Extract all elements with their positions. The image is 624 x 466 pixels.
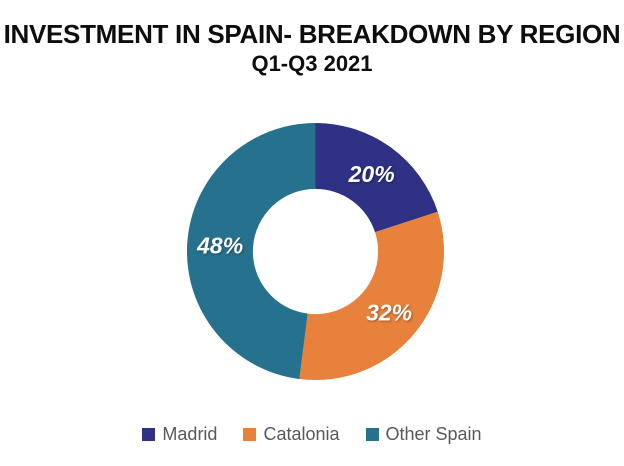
chart-title: INVESTMENT IN SPAIN- BREAKDOWN BY REGION: [3, 19, 621, 49]
legend-swatch: [243, 427, 257, 441]
data-label-madrid: 20%: [348, 161, 395, 187]
slice-madrid: [315, 123, 438, 233]
legend-item-catalonia: Catalonia: [243, 424, 340, 444]
legend-swatch: [365, 427, 379, 441]
slice-other-spain: [187, 123, 316, 379]
donut-chart: 20% 32% 48%: [187, 123, 444, 380]
data-label-catalonia: 32%: [366, 299, 412, 325]
chart-subtitle: Q1-Q3 2021: [251, 51, 373, 76]
legend: Madrid Catalonia Other Spain: [0, 424, 624, 444]
legend-label: Catalonia: [263, 424, 340, 444]
legend-item-madrid: Madrid: [142, 424, 217, 444]
legend-label: Other Spain: [385, 424, 482, 444]
slice-catalonia: [299, 211, 444, 380]
legend-label: Madrid: [162, 424, 218, 444]
legend-swatch: [142, 427, 156, 441]
data-label-other-spain: 48%: [196, 233, 243, 259]
legend-item-other-spain: Other Spain: [365, 424, 482, 444]
